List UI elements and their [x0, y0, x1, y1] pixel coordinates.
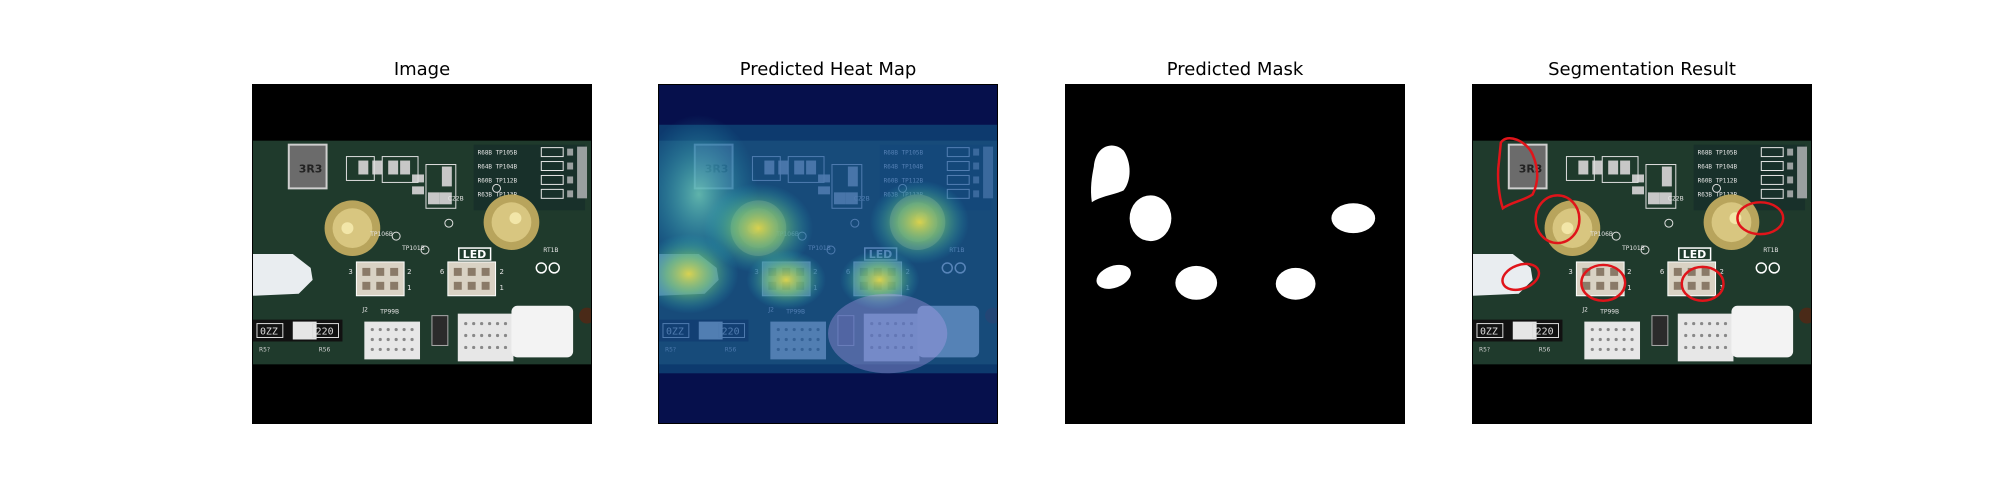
panel-title: Segmentation Result — [1548, 59, 1736, 80]
contour — [1580, 263, 1627, 302]
panel-image: Image — [252, 55, 592, 455]
contour — [1680, 265, 1725, 302]
contour — [1496, 137, 1539, 211]
contour — [1501, 262, 1541, 292]
heatmap-overlay — [658, 84, 998, 424]
pcb-photo — [252, 84, 592, 424]
panel-mask: Predicted Mask — [1065, 55, 1405, 455]
panel-heatmap: Predicted Heat Map — [658, 55, 998, 455]
segmentation-overlay — [1472, 84, 1812, 424]
binary-mask — [1065, 84, 1405, 424]
mask-blob — [1129, 195, 1172, 242]
panel-segmentation: Segmentation Result — [1472, 55, 1812, 455]
mask-blob — [1096, 264, 1131, 289]
contour — [1736, 201, 1785, 236]
panel-title: Image — [393, 59, 451, 80]
mask-blob — [1091, 145, 1130, 203]
mask-blob — [1175, 265, 1218, 300]
contour — [1534, 194, 1581, 245]
mask-blob — [1275, 267, 1316, 300]
mask-blob — [1331, 203, 1376, 234]
panel-title: Predicted Mask — [1166, 59, 1304, 80]
panel-title: Predicted Heat Map — [739, 59, 917, 80]
